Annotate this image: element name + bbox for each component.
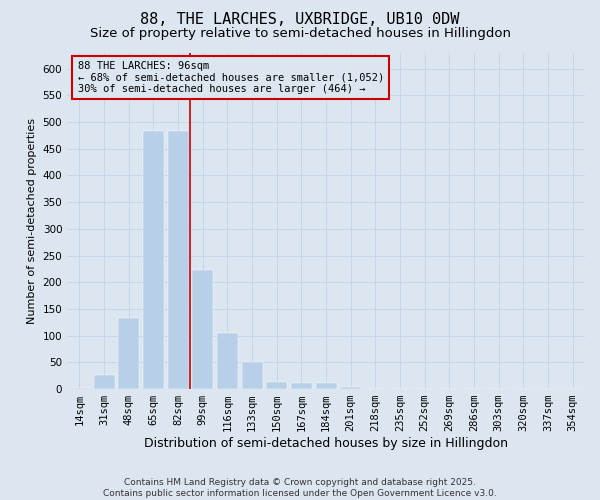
Bar bbox=[266, 382, 287, 389]
Bar bbox=[167, 131, 188, 389]
Y-axis label: Number of semi-detached properties: Number of semi-detached properties bbox=[27, 118, 37, 324]
Text: 88, THE LARCHES, UXBRIDGE, UB10 0DW: 88, THE LARCHES, UXBRIDGE, UB10 0DW bbox=[140, 12, 460, 28]
Bar bbox=[242, 362, 263, 389]
Text: 88 THE LARCHES: 96sqm
← 68% of semi-detached houses are smaller (1,052)
30% of s: 88 THE LARCHES: 96sqm ← 68% of semi-deta… bbox=[77, 61, 384, 94]
Bar bbox=[143, 131, 164, 389]
Text: Size of property relative to semi-detached houses in Hillingdon: Size of property relative to semi-detach… bbox=[89, 28, 511, 40]
Bar bbox=[217, 333, 238, 389]
Bar bbox=[562, 388, 583, 389]
Text: Contains HM Land Registry data © Crown copyright and database right 2025.
Contai: Contains HM Land Registry data © Crown c… bbox=[103, 478, 497, 498]
Bar bbox=[488, 388, 509, 389]
Bar bbox=[291, 382, 312, 389]
Bar bbox=[193, 270, 213, 389]
Bar bbox=[69, 388, 90, 389]
Bar bbox=[118, 318, 139, 389]
Bar bbox=[340, 387, 361, 389]
Bar bbox=[94, 374, 115, 389]
X-axis label: Distribution of semi-detached houses by size in Hillingdon: Distribution of semi-detached houses by … bbox=[144, 437, 508, 450]
Bar bbox=[316, 382, 337, 389]
